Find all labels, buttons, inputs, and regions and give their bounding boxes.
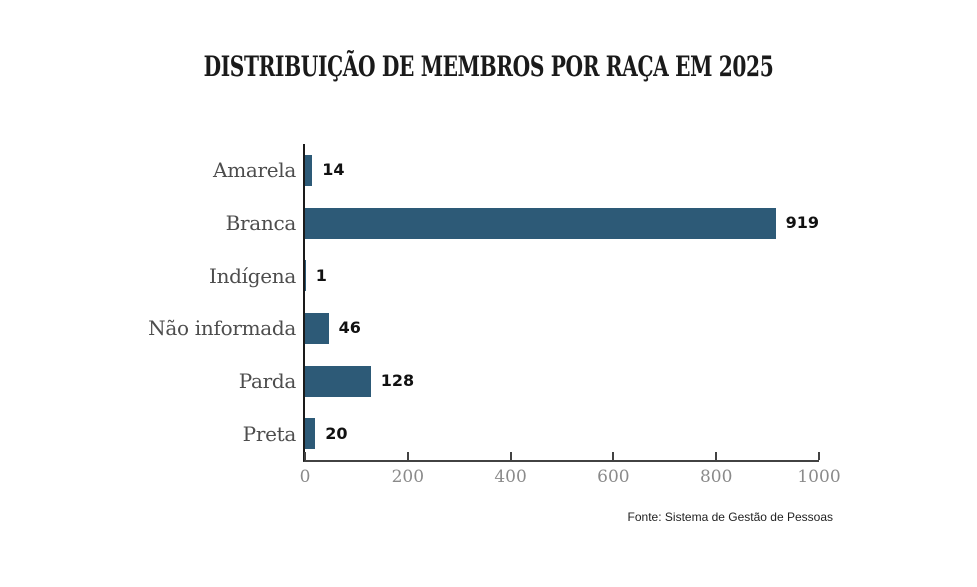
x-axis-tick	[612, 452, 615, 460]
x-axis-tick	[406, 452, 409, 460]
plot-area: 14 919 1 46 128 20 0 200 400 600 800 1000	[300, 144, 841, 486]
value-label: 919	[785, 213, 819, 232]
category-label: Indígena	[208, 263, 296, 288]
x-tick-label: 200	[391, 467, 425, 487]
category-label: Preta	[242, 421, 297, 446]
x-axis-tick	[509, 452, 512, 460]
value-label: 14	[322, 160, 345, 180]
value-label: 1	[315, 265, 327, 285]
x-tick-label: 1000	[797, 467, 841, 487]
bar	[305, 154, 313, 186]
value-label: 128	[380, 371, 415, 391]
bar-row: 919	[305, 197, 819, 250]
bar	[305, 260, 306, 292]
category-label: Não informada	[148, 316, 296, 341]
x-tick-label: 0	[299, 467, 311, 487]
category-label: Parda	[238, 369, 297, 394]
bar	[305, 365, 371, 397]
x-axis-tick	[818, 452, 820, 460]
bar-row: 14	[305, 144, 819, 197]
category-label: Amarela	[213, 158, 296, 183]
bar	[305, 312, 329, 344]
source-note: Fonte: Sistema de Gestão de Pessoas	[627, 510, 833, 524]
x-axis-tick	[304, 452, 306, 460]
x-tick-label: 600	[597, 467, 630, 487]
bar-row: 128	[305, 355, 819, 408]
x-tick-label: 800	[699, 467, 733, 487]
bar	[305, 207, 776, 239]
value-label: 20	[325, 423, 348, 443]
bar-row: 20	[305, 407, 819, 460]
value-label: 46	[338, 318, 361, 338]
chart-title: DISTRIBUIÇÃO DE MEMBROS POR RAÇA EM 2025	[203, 50, 774, 83]
x-axis-tick	[715, 452, 718, 460]
bar-row: 46	[305, 302, 819, 355]
category-label: Branca	[225, 211, 297, 235]
x-tick-label: 400	[494, 467, 527, 487]
bar-row: 1	[305, 249, 819, 302]
category-labels: Amarela Branca Indígena Não informada Parda P…	[0, 144, 296, 460]
bar	[305, 418, 316, 450]
